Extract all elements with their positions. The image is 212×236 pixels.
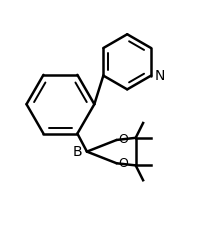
Text: O: O — [119, 133, 129, 147]
Text: N: N — [154, 69, 165, 83]
Text: O: O — [119, 157, 129, 170]
Text: B: B — [73, 145, 83, 159]
